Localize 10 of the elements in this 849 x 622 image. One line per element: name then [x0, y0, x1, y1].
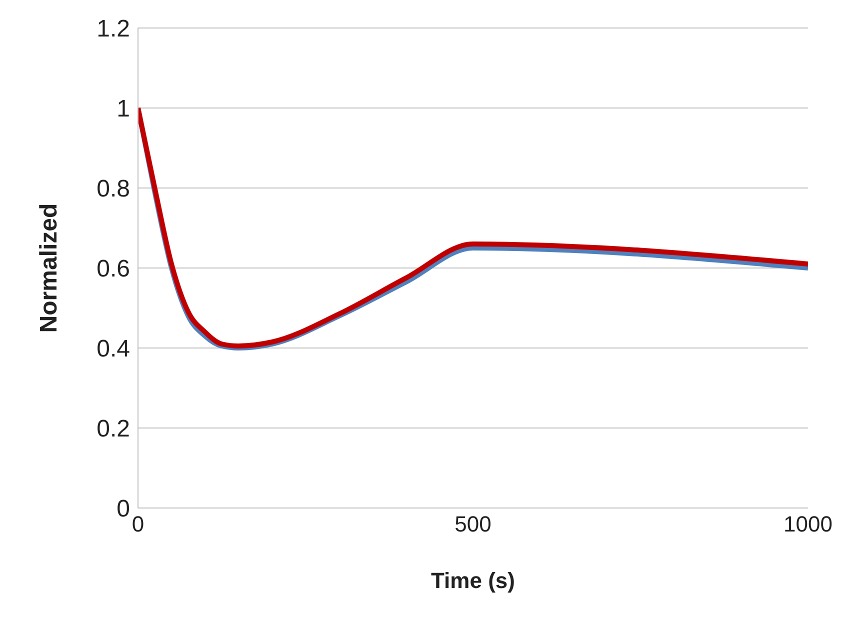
y-tick-label: 0.8 [96, 176, 130, 203]
y-tick-label: 0.4 [96, 336, 130, 363]
y-tick-label: 1 [116, 96, 130, 123]
y-tick-label: 0.6 [96, 256, 130, 283]
y-tick-label: 1.2 [96, 16, 130, 43]
x-tick-label: 1000 [784, 512, 832, 537]
x-tick-label: 500 [454, 512, 492, 537]
y-axis-title: Normalized [36, 203, 63, 333]
y-tick-label: 0.2 [96, 416, 130, 443]
x-axis-title: Time (s) [431, 568, 515, 593]
